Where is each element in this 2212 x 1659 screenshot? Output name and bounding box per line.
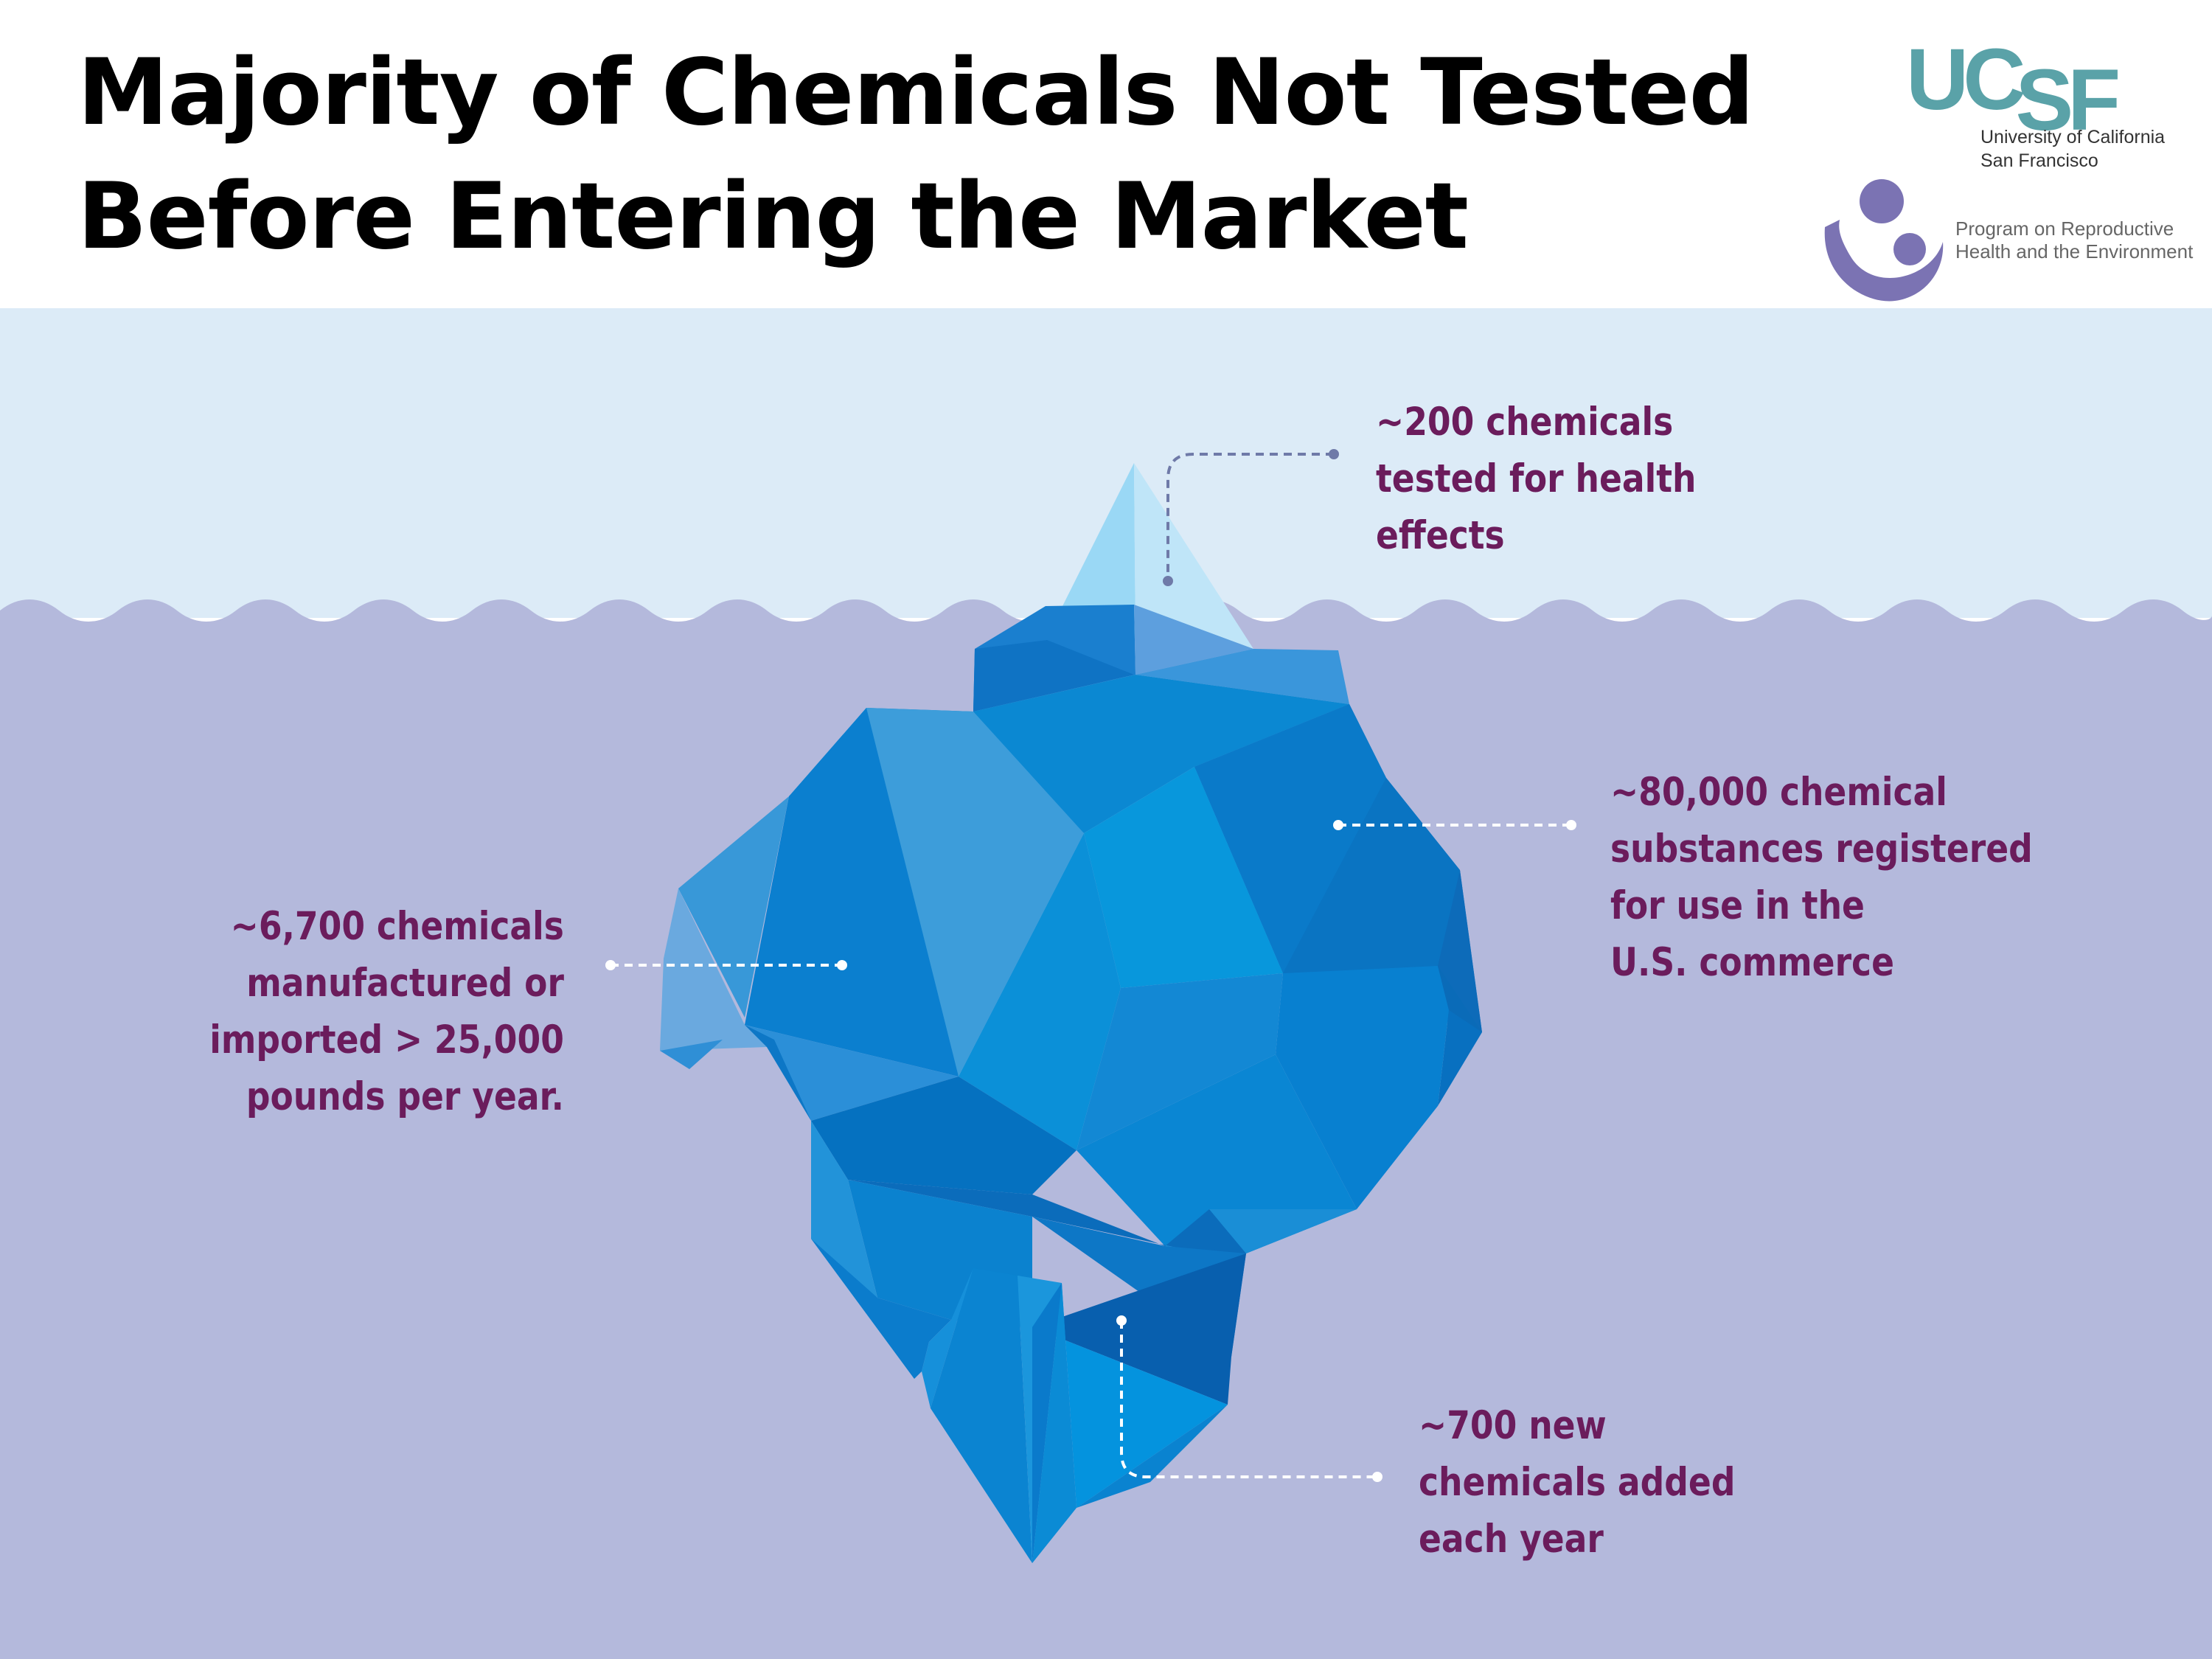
callout-registered-line-4: U.S. commerce [1610, 940, 1894, 985]
title-line-2: Before Entering the Market [77, 164, 1469, 270]
callout-tip-line-3: effects [1376, 513, 1505, 558]
callout-registered-line-1: ~80,000 chemical [1610, 770, 1947, 815]
ucsf-subtitle: University of California San Francisco [1980, 125, 2165, 173]
callout-high-volume-label: ~6,700 chemicals manufactured or importe… [209, 898, 564, 1125]
program-line-1: Program on Reproductive [1955, 218, 2174, 240]
callout-high-volume-line-1: ~6,700 chemicals [230, 904, 564, 949]
callout-new-label: ~700 new chemicals added each year [1419, 1397, 1735, 1568]
ucsf-line-2: San Francisco [1980, 150, 2098, 171]
ucsf-line-1: University of California [1980, 127, 2166, 147]
iceberg-tip-left-facet [1046, 463, 1135, 640]
slide-title: Majority of Chemicals Not Tested Before … [77, 31, 1754, 279]
callout-registered-line-2: substances registered [1610, 827, 2033, 872]
leader-new [1116, 1315, 1382, 1482]
callout-new-line-1: ~700 new [1419, 1403, 1607, 1448]
callout-registered-line-3: for use in the [1610, 883, 1865, 928]
leader-high-volume [605, 960, 847, 970]
callout-tip-line-1: ~200 chemicals [1376, 400, 1674, 445]
leader-tip [1163, 449, 1339, 586]
iceberg-tip-right-facet [1134, 463, 1253, 649]
callout-high-volume-line-4: pounds per year. [246, 1074, 564, 1119]
callout-new-line-2: chemicals added [1419, 1460, 1736, 1505]
callout-high-volume-line-2: manufactured or [246, 961, 564, 1006]
program-logo-icon [1824, 179, 1944, 302]
program-line-2: Health and the Environment [1955, 240, 2194, 262]
program-subtitle: Program on Reproductive Health and the E… [1955, 218, 2193, 263]
callout-new-line-3: each year [1419, 1517, 1604, 1562]
leader-registered [1333, 820, 1576, 830]
callout-high-volume-line-3: imported > 25,000 [209, 1018, 564, 1062]
callout-registered-label: ~80,000 chemical substances registered f… [1610, 764, 2033, 991]
iceberg-body [660, 605, 1482, 1563]
callout-tip-line-2: tested for health [1376, 456, 1697, 501]
callout-tip-label: ~200 chemicals tested for health effects [1376, 394, 1697, 564]
ucsf-logo: UCSF [1906, 31, 2121, 149]
title-line-1: Majority of Chemicals Not Tested [77, 40, 1754, 146]
